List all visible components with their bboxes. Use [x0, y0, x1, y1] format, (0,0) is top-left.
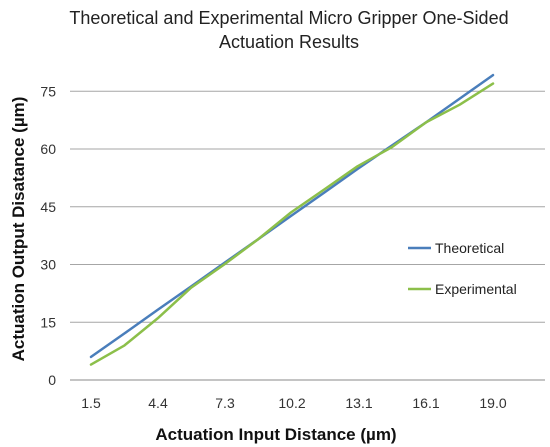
x-tick-label: 7.3 [215, 395, 235, 411]
y-tick-label: 75 [40, 83, 56, 99]
x-tick-label: 16.1 [412, 395, 439, 411]
y-tick-label: 60 [40, 141, 56, 157]
gridlines [70, 90, 545, 381]
x-axis-ticks: 1.5 4.4 7.3 10.2 13.1 16.1 19.0 [81, 395, 507, 411]
x-tick-label: 13.1 [345, 395, 372, 411]
chart-title-line-2: Actuation Results [219, 32, 359, 52]
legend: Theoretical Experimental [408, 240, 517, 297]
y-tick-label: 15 [40, 314, 56, 330]
x-axis-label: Actuation Input Distance (µm) [155, 425, 396, 444]
x-tick-label: 19.0 [479, 395, 506, 411]
x-tick-label: 4.4 [148, 395, 168, 411]
y-axis-label: Actuation Output Disatance (µm) [9, 97, 28, 362]
chart-title-line-1: Theoretical and Experimental Micro Gripp… [69, 8, 508, 28]
series-lines [89, 73, 495, 366]
y-tick-label: 45 [40, 199, 56, 215]
legend-label-theoretical: Theoretical [435, 240, 504, 256]
y-tick-label: 30 [40, 257, 56, 273]
y-tick-label: 0 [48, 372, 56, 388]
legend-label-experimental: Experimental [435, 281, 517, 297]
x-tick-label: 10.2 [278, 395, 305, 411]
series-line-theoretical [89, 73, 495, 359]
y-axis-ticks: 0 15 30 45 60 75 [40, 83, 56, 388]
series-line-experimental [89, 82, 495, 366]
x-tick-label: 1.5 [81, 395, 101, 411]
